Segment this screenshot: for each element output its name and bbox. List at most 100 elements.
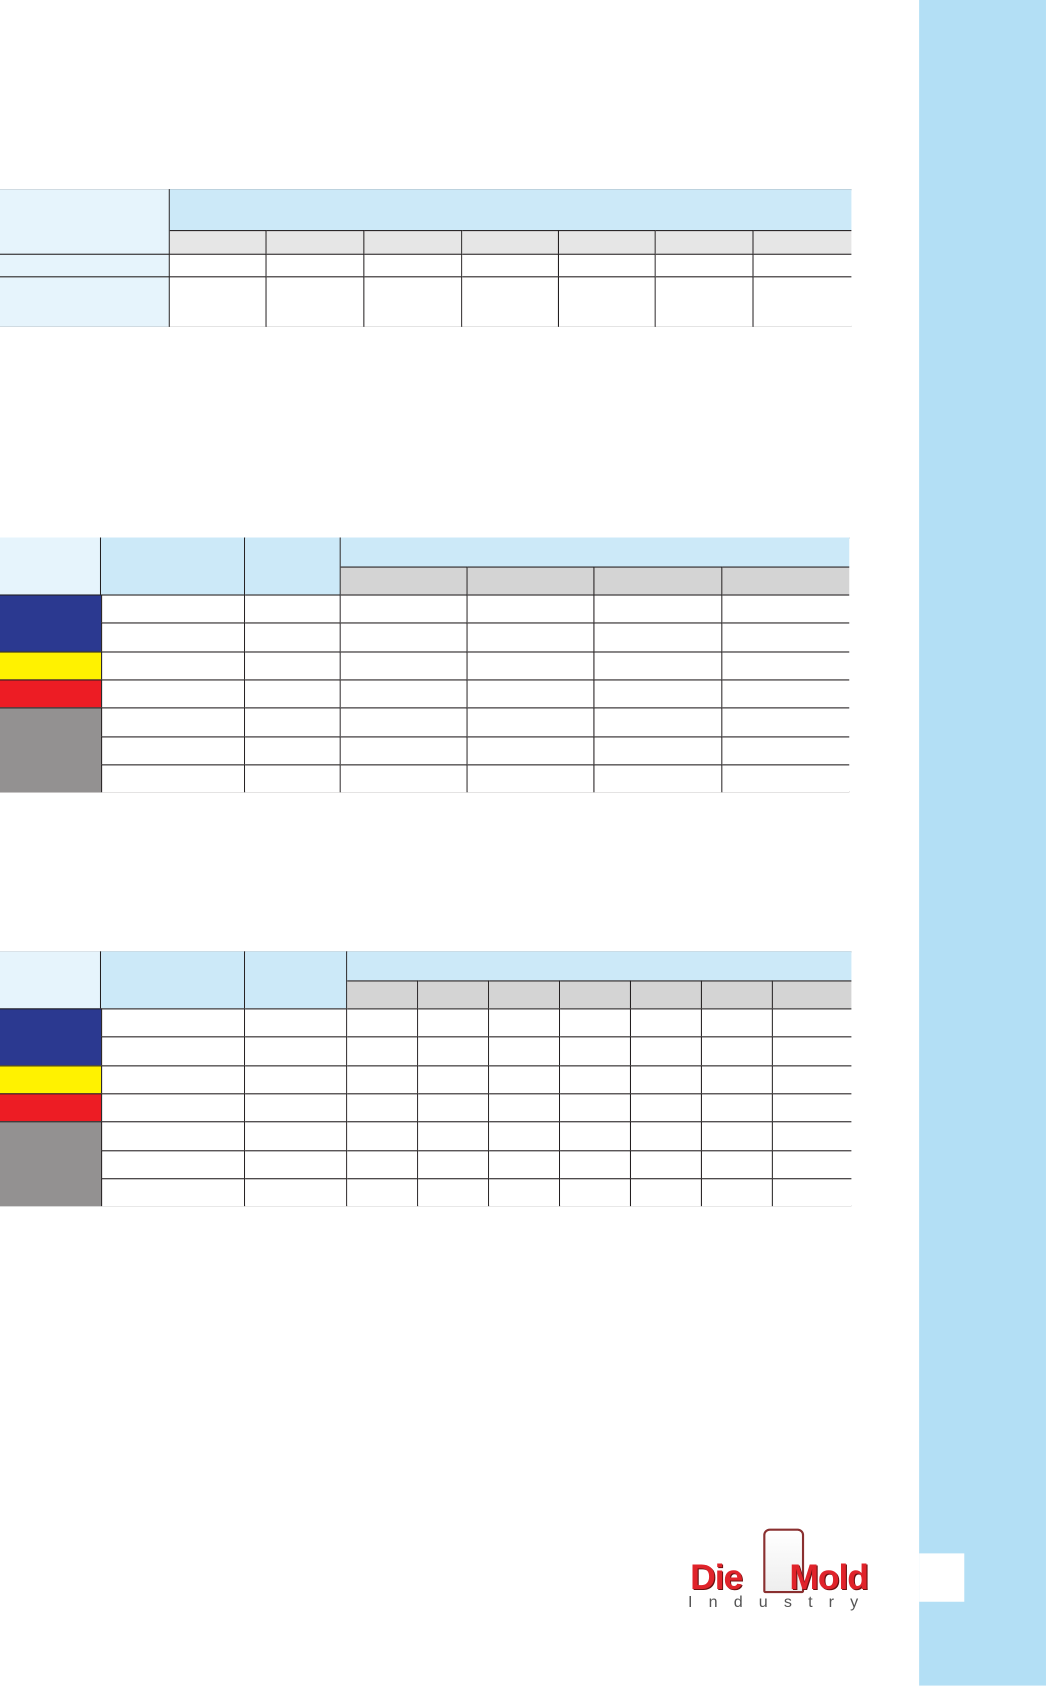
table-3-cell (772, 1065, 852, 1094)
table-2-header-cell (0, 537, 102, 595)
table-2-cell (467, 594, 595, 623)
table-3-cell (772, 1008, 852, 1037)
table-2-subheader-cell (594, 566, 723, 595)
table-2-cell (467, 651, 595, 680)
table-2-cell (467, 707, 595, 737)
table-2-cell (101, 764, 246, 793)
table-2-header-band (340, 537, 850, 567)
table-3-cell (560, 1121, 632, 1151)
table-3-cell (347, 1121, 419, 1151)
table-2-cell (467, 622, 595, 652)
table-2-cell (245, 651, 341, 680)
table-3-header-cell (245, 951, 348, 1009)
table-1-cell (753, 276, 852, 327)
table-3-cell (489, 1065, 561, 1094)
table-3-cell (347, 1178, 419, 1207)
table-3-subheader-cell (560, 980, 632, 1009)
table-3-cell (245, 1121, 348, 1151)
table-3-cell (101, 1093, 246, 1122)
table-3-cell (245, 1178, 348, 1207)
table-1-subheader-cell (364, 230, 463, 254)
table-3-cell (418, 1008, 490, 1037)
logo-tagline: Industry (688, 1593, 875, 1612)
table-2-cell (340, 707, 468, 737)
table-2-cell (245, 622, 341, 652)
category-swatch-yellow (0, 651, 102, 680)
table-1-cell (655, 253, 754, 277)
table-2-subheader-cell (340, 566, 468, 595)
table-3-cell (101, 1065, 246, 1094)
table-3-cell (347, 1065, 419, 1094)
table-3-cell (631, 1178, 702, 1207)
table-3-cell (245, 1036, 348, 1066)
category-swatch-red (0, 679, 102, 708)
table-2-subheader-cell (467, 566, 595, 595)
logo-word-mold: Mold (789, 1556, 869, 1597)
category-swatch-gray (0, 1121, 102, 1207)
table-3-cell (701, 1065, 773, 1094)
table-3-subheader-cell (347, 980, 419, 1009)
table-3-cell (101, 1036, 246, 1066)
table-1-cell (753, 253, 852, 277)
table-2-cell (594, 679, 723, 708)
table-2-cell (594, 651, 723, 680)
table-2-cell (340, 594, 468, 623)
table-1-cell (655, 276, 754, 327)
table-2-cell (101, 651, 246, 680)
table-3-cell (489, 1093, 561, 1122)
table-2-cell (101, 679, 246, 708)
table-2-cell (594, 736, 723, 765)
table-3-cell (631, 1093, 702, 1122)
table-2-cell (722, 622, 850, 652)
table-2-cell (245, 736, 341, 765)
table-2-cell (101, 736, 246, 765)
table-2-cell (467, 764, 595, 793)
table-3-cell (101, 1121, 246, 1151)
table-3-subheader-cell (489, 980, 561, 1009)
table-3-subheader-cell (772, 980, 852, 1009)
table-3-cell (489, 1008, 561, 1037)
table-3-cell (489, 1121, 561, 1151)
category-swatch-yellow (0, 1065, 102, 1094)
table-3-cell (245, 1093, 348, 1122)
table-3-cell (560, 1036, 632, 1066)
table-3-subheader-cell (701, 980, 773, 1009)
table-3-header-band (347, 951, 852, 981)
table-1-cell (169, 276, 267, 327)
table-1-cell (266, 276, 365, 327)
table-3-cell (701, 1036, 773, 1066)
table-2-cell (722, 594, 850, 623)
table-2-cell (101, 594, 246, 623)
table-3-cell (245, 1150, 348, 1179)
table-3-cell (418, 1036, 490, 1066)
table-1-divider (0, 276, 170, 278)
side-color-band (919, 0, 1046, 1686)
table-2-cell (467, 736, 595, 765)
table-1-cell (462, 253, 559, 277)
table-1-divider (0, 253, 170, 255)
table-3-cell (489, 1036, 561, 1066)
table-3-subheader-cell (418, 980, 490, 1009)
category-swatch-red (0, 1093, 102, 1122)
table-3-cell (631, 1150, 702, 1179)
table-2-cell (340, 764, 468, 793)
table-2-header-cell (245, 537, 341, 595)
table-1-subheader-cell (462, 230, 559, 254)
table-1-cell (364, 253, 463, 277)
table-3-cell (631, 1036, 702, 1066)
table-3-cell (347, 1093, 419, 1122)
table-1-subheader-cell (559, 230, 656, 254)
table-3-cell (489, 1150, 561, 1179)
page-number-box (919, 1553, 965, 1602)
table-2-cell (245, 764, 341, 793)
table-3-cell (701, 1008, 773, 1037)
logo-word-die: Die (690, 1556, 743, 1597)
table-3-header-cell (101, 951, 246, 1009)
table-3-cell (418, 1093, 490, 1122)
table-1-header-band (169, 189, 852, 231)
table-3-cell (772, 1150, 852, 1179)
table-3-cell (418, 1178, 490, 1207)
table-3-cell (347, 1036, 419, 1066)
table-3-subheader-cell (631, 980, 702, 1009)
table-3-cell (701, 1121, 773, 1151)
